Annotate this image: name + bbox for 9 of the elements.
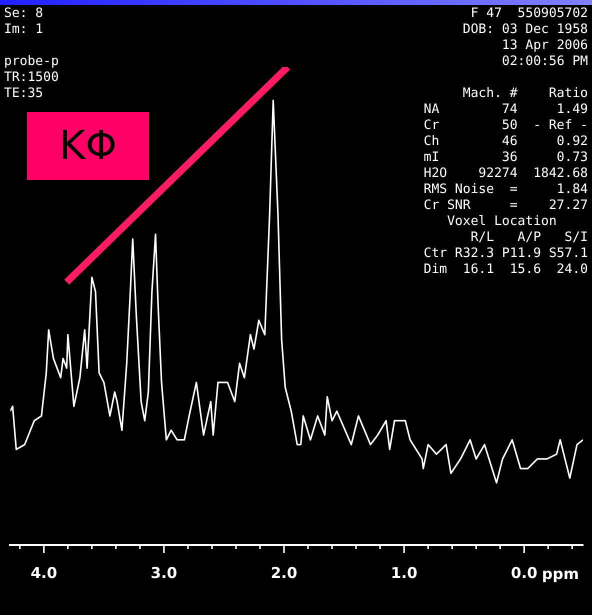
- text: Se: 8 Im: 1 probe-p TR:1500 TE:35: [4, 6, 59, 101]
- x-tick-label: 2.0: [270, 564, 298, 582]
- x-tick-label: 1.0: [390, 564, 418, 582]
- x-axis-title: ppm: [542, 564, 579, 583]
- x-tick-label: 3.0: [150, 564, 178, 582]
- text: F 47 550905702 DOB: 03 Dec 1958 13 Apr 2006 02:00:56 PM Mach. # Ratio NA 74 1.49 Cr 50 - Ref - Ch 46 0.92 mI 36 0.73 H2O 92274 1842.68 RMS Noise = 1.84 Cr SNR = 27.27 Voxel Location R/L A/P S/I Ctr R32.3 P11.9 S57.1 Dim 16.1 15.6 24.0: [424, 6, 588, 277]
- x-tick-label: 4.0: [30, 564, 58, 582]
- x-tick-label: 0.0: [510, 564, 538, 582]
- annotation: KΦ: [27, 112, 149, 180]
